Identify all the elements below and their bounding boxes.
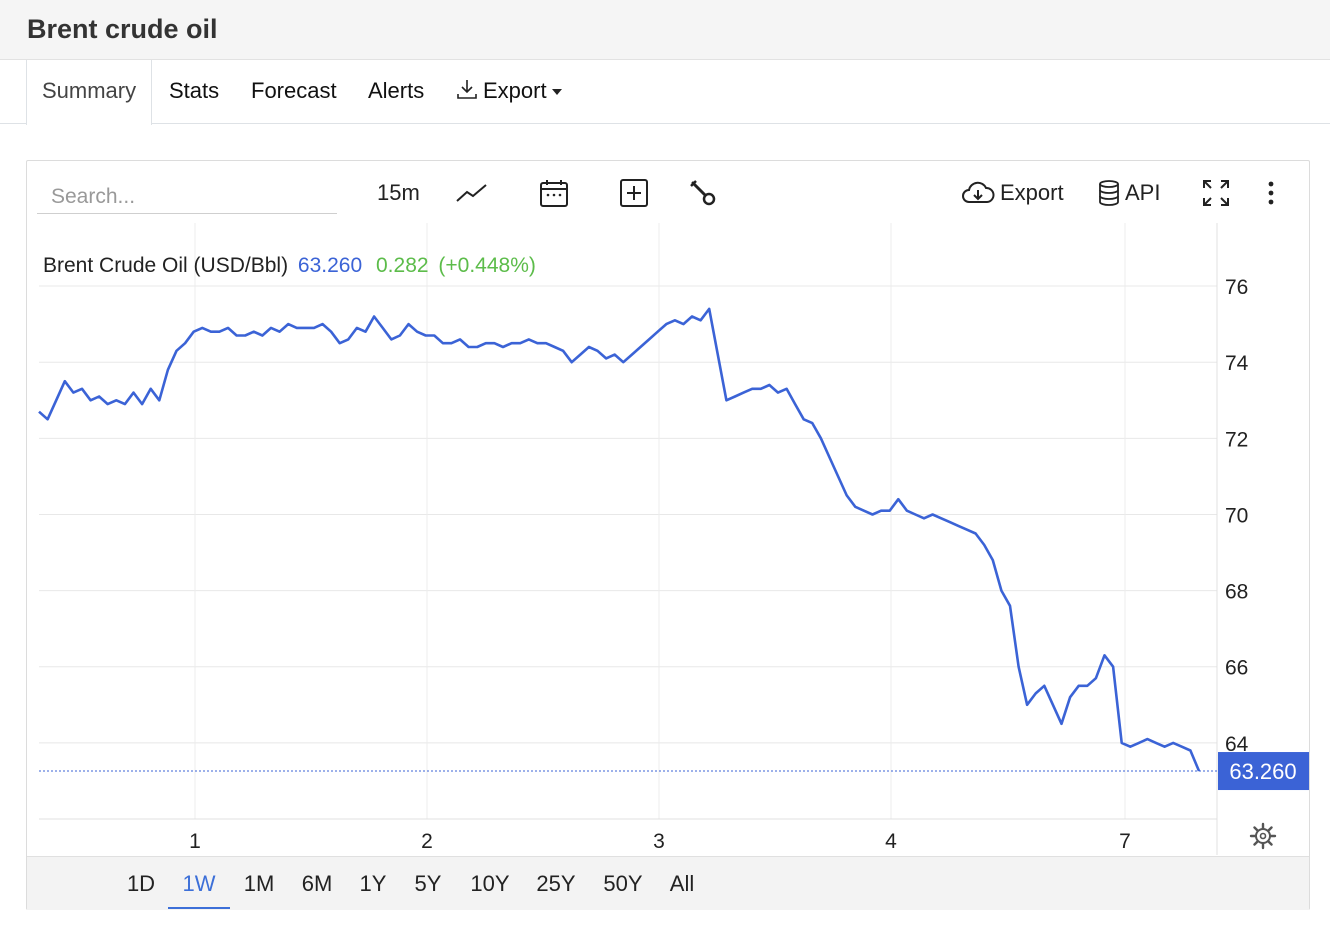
tab-stats[interactable]: Stats: [169, 60, 219, 124]
tab-stats-label: Stats: [169, 78, 220, 103]
title-bar: Brent crude oil: [0, 0, 1330, 60]
x-tick-label: 1: [189, 830, 201, 853]
range-6m-label: 6M: [301, 871, 333, 896]
calendar-button[interactable]: [539, 173, 569, 213]
range-5y-label: 5Y: [414, 871, 442, 896]
wrench-icon: [690, 180, 716, 206]
line-chart-icon: [456, 184, 487, 202]
tab-forecast-label: Forecast: [251, 78, 337, 103]
expand-icon: [1203, 180, 1229, 206]
more-vertical-icon: [1268, 181, 1274, 205]
last-price-tag: 63.260: [1218, 752, 1309, 791]
range-50y[interactable]: 50Y: [600, 857, 646, 909]
cloud-download-icon: [962, 181, 995, 203]
x-tick-label: 3: [653, 830, 665, 853]
range-25y[interactable]: 25Y: [533, 857, 579, 909]
range-all-label: All: [669, 871, 695, 896]
y-tick-label: 74: [1225, 352, 1249, 375]
database-icon: [1099, 180, 1119, 206]
tab-alerts-label: Alerts: [368, 78, 425, 103]
range-1y-label: 1Y: [359, 871, 387, 896]
range-5y[interactable]: 5Y: [410, 857, 446, 909]
interval-label: 15m: [377, 180, 420, 205]
tab-alerts[interactable]: Alerts: [368, 60, 424, 124]
range-all[interactable]: All: [667, 857, 697, 909]
tab-summary-label: Summary: [42, 78, 137, 103]
add-indicator-button[interactable]: [619, 173, 649, 213]
range-1m[interactable]: 1M: [239, 857, 279, 909]
legend-price: 63.260: [297, 254, 363, 277]
tab-summary[interactable]: Summary: [26, 60, 153, 125]
range-6m[interactable]: 6M: [297, 857, 337, 909]
tools-button[interactable]: [688, 173, 718, 213]
interval-button[interactable]: 15m: [377, 173, 420, 213]
y-tick-label: 76: [1225, 276, 1248, 299]
chart-panel: 15m Export API 64 66 68 70 72 74 76 1 2 3 4 7 63.26…: [26, 160, 1310, 910]
download-icon: [457, 80, 477, 99]
tab-bar: Summary Stats Forecast Alerts Export: [0, 60, 1330, 125]
tab-export-label: Export: [483, 78, 547, 103]
gear-icon: [1249, 822, 1277, 850]
range-1w[interactable]: 1W: [168, 857, 230, 909]
range-1d-label: 1D: [126, 871, 156, 896]
y-tick-label: 66: [1225, 657, 1248, 680]
calendar-icon: [540, 180, 568, 207]
search-input[interactable]: [37, 176, 337, 214]
settings-gear-button[interactable]: [1249, 822, 1277, 850]
x-tick-label: 7: [1119, 830, 1131, 853]
last-price-tag-label: 63.260: [1229, 759, 1296, 784]
range-10y[interactable]: 10Y: [467, 857, 513, 909]
export-button[interactable]: Export: [960, 173, 1064, 213]
price-series-line: [38, 307, 1201, 772]
range-1d[interactable]: 1D: [123, 857, 159, 909]
last-price-tag-bg: [1218, 752, 1309, 791]
range-25y-label: 25Y: [536, 871, 576, 896]
tab-forecast[interactable]: Forecast: [251, 60, 337, 124]
api-label: API: [1125, 180, 1161, 205]
x-tick-label: 2: [421, 830, 433, 853]
price-chart[interactable]: 64 66 68 70 72 74 76 1 2 3 4 7 63.260: [27, 223, 1309, 855]
y-tick-label: 64: [1225, 733, 1249, 756]
range-selector: 1D 1W 1M 6M 1Y 5Y 10Y 25Y 50Y All: [27, 856, 1309, 910]
page-title: Brent crude oil: [27, 14, 218, 44]
range-1w-label: 1W: [182, 871, 216, 896]
export-label: Export: [1000, 180, 1064, 205]
api-button[interactable]: API: [1097, 173, 1160, 213]
legend-label: Brent Crude Oil (USD/Bbl): [43, 254, 289, 277]
range-10y-label: 10Y: [470, 871, 510, 896]
chart-type-button[interactable]: [455, 173, 489, 213]
range-1y[interactable]: 1Y: [355, 857, 391, 909]
fullscreen-button[interactable]: [1201, 173, 1231, 213]
caret-down-icon: [551, 89, 562, 96]
legend-change: 0.282: [376, 254, 429, 277]
plus-square-icon: [620, 179, 648, 207]
grid: [39, 223, 1217, 819]
tab-export-dropdown[interactable]: Export: [455, 60, 562, 124]
legend-change-pct: (+0.448%): [438, 254, 536, 277]
range-50y-label: 50Y: [603, 871, 643, 896]
x-tick-label: 4: [885, 830, 897, 853]
axes: 64 66 68 70 72 74 76 1 2 3 4 7: [39, 223, 1249, 855]
y-tick-label: 68: [1225, 581, 1248, 604]
range-1m-label: 1M: [243, 871, 275, 896]
more-menu-button[interactable]: [1263, 173, 1279, 213]
y-tick-label: 72: [1225, 428, 1248, 451]
chart-legend: Brent Crude Oil (USD/Bbl) 63.260 0.282 (…: [43, 254, 536, 278]
y-tick-label: 70: [1225, 504, 1248, 527]
